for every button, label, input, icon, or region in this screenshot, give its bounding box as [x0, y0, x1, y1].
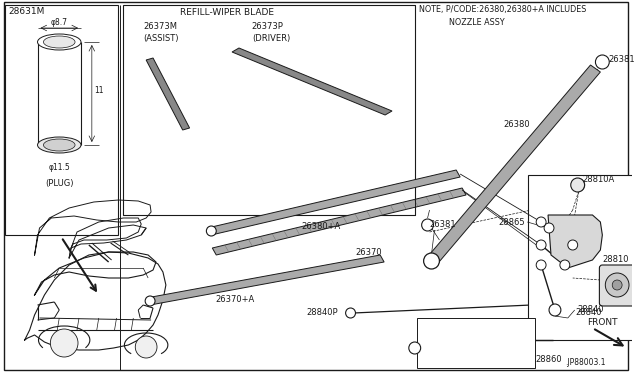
Text: 28840: 28840 — [578, 305, 604, 314]
Text: 28840: 28840 — [576, 308, 602, 317]
Polygon shape — [212, 188, 466, 255]
Polygon shape — [232, 48, 392, 115]
Bar — [124, 5, 415, 215]
Text: .JP88003.1: .JP88003.1 — [565, 358, 605, 367]
FancyBboxPatch shape — [600, 265, 640, 306]
Circle shape — [560, 260, 570, 270]
Circle shape — [605, 273, 629, 297]
Text: FRONT: FRONT — [588, 318, 618, 327]
Circle shape — [135, 336, 157, 358]
Bar — [528, 175, 640, 340]
Text: 26373M: 26373M — [143, 22, 177, 31]
Text: 26373P: 26373P — [252, 22, 284, 31]
Text: 28865: 28865 — [499, 218, 525, 227]
Text: REFILL-WIPER BLADE: REFILL-WIPER BLADE — [180, 8, 274, 17]
Bar — [417, 318, 535, 368]
Text: 26381: 26381 — [429, 220, 456, 229]
Circle shape — [206, 226, 216, 236]
Ellipse shape — [38, 34, 81, 50]
Text: (ASSIST): (ASSIST) — [143, 34, 179, 43]
Circle shape — [573, 179, 584, 191]
Polygon shape — [427, 65, 600, 265]
Polygon shape — [207, 170, 460, 235]
Text: (PLUG): (PLUG) — [45, 179, 74, 188]
Circle shape — [145, 296, 155, 306]
Text: φ11.5: φ11.5 — [49, 163, 70, 172]
Circle shape — [409, 342, 420, 354]
Text: φ8.7: φ8.7 — [51, 18, 68, 27]
Polygon shape — [548, 215, 602, 268]
Text: 28860: 28860 — [535, 355, 562, 364]
Polygon shape — [146, 255, 384, 305]
Circle shape — [612, 280, 622, 290]
Text: 26370: 26370 — [355, 248, 382, 257]
Polygon shape — [146, 58, 189, 130]
Ellipse shape — [38, 137, 81, 153]
Text: 26380+A: 26380+A — [301, 222, 340, 231]
Text: 26380: 26380 — [504, 120, 530, 129]
Text: 28631M: 28631M — [8, 7, 44, 16]
Text: 28810: 28810 — [602, 255, 629, 264]
Text: 28810A: 28810A — [582, 175, 615, 184]
Circle shape — [536, 240, 546, 250]
Circle shape — [549, 304, 561, 316]
Text: 26370+A: 26370+A — [215, 295, 255, 304]
Circle shape — [536, 217, 546, 227]
Text: 26381: 26381 — [608, 55, 635, 64]
Ellipse shape — [44, 36, 75, 48]
Circle shape — [424, 254, 438, 268]
Text: (DRIVER): (DRIVER) — [252, 34, 290, 43]
Circle shape — [422, 219, 433, 231]
Circle shape — [346, 308, 355, 318]
Text: 28840P: 28840P — [306, 308, 338, 317]
Circle shape — [595, 55, 609, 69]
Circle shape — [536, 260, 546, 270]
Circle shape — [424, 253, 440, 269]
Text: NOZZLE ASSY: NOZZLE ASSY — [449, 18, 505, 27]
Circle shape — [571, 178, 584, 192]
Text: 11: 11 — [94, 86, 103, 94]
Text: NOTE, P/CODE:26380,26380+A INCLUDES: NOTE, P/CODE:26380,26380+A INCLUDES — [419, 5, 586, 14]
Ellipse shape — [44, 139, 75, 151]
Circle shape — [568, 240, 578, 250]
Circle shape — [544, 223, 554, 233]
Bar — [5, 5, 118, 235]
Circle shape — [51, 329, 78, 357]
